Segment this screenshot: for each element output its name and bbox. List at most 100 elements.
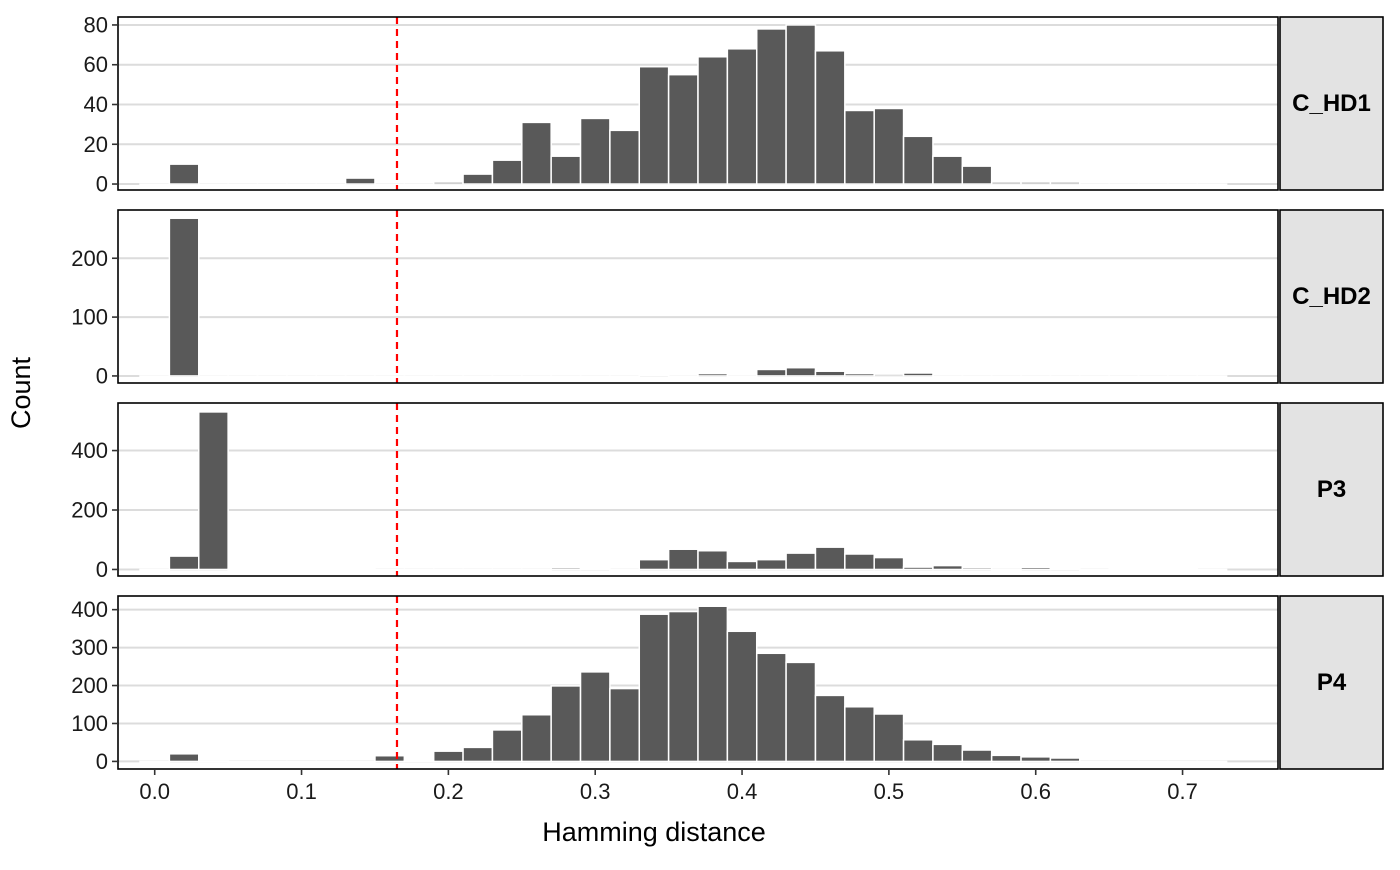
x-tick-label: 0.1	[286, 779, 317, 804]
x-tick-label: 0.6	[1020, 779, 1051, 804]
histogram-bar	[814, 50, 846, 185]
histogram-bar	[491, 375, 523, 378]
histogram-bar	[579, 375, 611, 378]
histogram-bar	[1167, 568, 1198, 571]
histogram-bar	[785, 24, 817, 185]
histogram-bar	[1108, 183, 1140, 186]
histogram-bar	[961, 749, 993, 763]
histogram-bar	[755, 558, 787, 571]
y-tick-label: 200	[71, 246, 108, 271]
facet-strip-label: C_HD1	[1292, 90, 1371, 117]
histogram-bar	[1108, 375, 1140, 378]
histogram-bar	[1137, 760, 1169, 763]
histogram-bar	[609, 568, 641, 571]
histogram-bar	[1196, 183, 1228, 186]
y-tick-label: 0	[96, 749, 108, 774]
histogram-bar	[403, 759, 435, 763]
histogram-bar	[227, 568, 259, 571]
histogram-bar	[667, 610, 699, 763]
histogram-bar	[286, 568, 317, 571]
panel-p4: 0 100 200 300 400 P4	[71, 595, 1384, 774]
histogram-bar	[609, 129, 641, 185]
histogram-bar	[667, 375, 699, 378]
histogram-bar	[168, 555, 200, 571]
histogram-bar	[227, 760, 259, 763]
histogram-bar	[256, 183, 288, 186]
y-axis-title: Count	[6, 356, 36, 429]
histogram-bar	[432, 568, 464, 571]
histogram-bar	[315, 375, 347, 378]
y-tick-label: 200	[71, 673, 108, 698]
histogram-bar	[1020, 375, 1052, 378]
histogram-bar	[1196, 760, 1228, 763]
histogram-bar	[344, 177, 376, 185]
histogram-bar	[932, 375, 964, 378]
histogram-bar	[961, 375, 993, 378]
histogram-bar	[1020, 756, 1052, 763]
histogram-bar	[1079, 183, 1110, 186]
histogram-bar	[902, 135, 934, 185]
panel-border	[117, 595, 1279, 770]
histogram-bar	[550, 375, 582, 378]
histogram-bar	[1049, 375, 1081, 378]
facet-strip-label: P3	[1317, 476, 1346, 503]
histogram-bar	[462, 746, 494, 763]
histogram-bar	[1108, 568, 1140, 571]
facet-strip	[1279, 209, 1384, 384]
histogram-bar	[1137, 568, 1169, 571]
histogram-bar	[961, 566, 993, 571]
histogram-bar	[609, 375, 641, 378]
histogram-bar	[902, 372, 934, 377]
x-tick-label: 0.7	[1167, 779, 1198, 804]
panel-border	[117, 209, 1279, 384]
histogram-bar	[1108, 760, 1140, 763]
histogram-bar	[198, 760, 229, 763]
histogram-bar	[785, 552, 817, 571]
histogram-bar	[638, 374, 670, 377]
histogram-bar	[227, 183, 259, 186]
histogram-bar	[139, 183, 171, 186]
y-tick-label: 100	[71, 711, 108, 736]
histogram-bar	[579, 117, 611, 185]
histogram-bar	[521, 568, 552, 571]
y-tick-label: 200	[71, 498, 108, 523]
panel-border	[117, 402, 1279, 577]
histogram-bar	[462, 375, 494, 378]
facet-strip-label: C_HD2	[1292, 283, 1371, 310]
histogram-bar	[168, 753, 200, 763]
histogram-bar	[1049, 757, 1081, 763]
histogram-bar	[315, 183, 347, 186]
histogram-bar	[814, 694, 846, 763]
histogram-bar	[256, 760, 288, 763]
histogram-bar	[1079, 568, 1110, 571]
histogram-bar	[697, 56, 729, 185]
histogram-bar	[462, 568, 494, 571]
histogram-bar	[844, 109, 875, 185]
x-axis-title: Hamming distance	[542, 817, 766, 847]
histogram-bar	[726, 48, 758, 185]
histogram-bar	[844, 372, 875, 377]
histogram-bar	[814, 370, 846, 377]
histogram-bar	[814, 546, 846, 571]
y-tick-label: 0	[96, 172, 108, 197]
histogram-bar	[1167, 375, 1198, 378]
histogram-bar	[902, 566, 934, 571]
facet-strip-label: P4	[1317, 669, 1347, 696]
histogram-bar	[139, 760, 171, 763]
histogram-bar	[1137, 183, 1169, 186]
histogram-bar	[667, 73, 699, 185]
histogram-bar	[697, 549, 729, 571]
panel-c-hd2: 0 100 200 C_HD2	[71, 209, 1384, 388]
y-tick-label: 100	[71, 305, 108, 330]
histogram-bar	[550, 566, 582, 571]
histogram-bar	[550, 685, 582, 763]
histogram-bar	[638, 613, 670, 763]
histogram-bar	[1196, 375, 1228, 378]
histogram-bar	[755, 368, 787, 377]
histogram-bar	[432, 375, 464, 378]
histogram-bar	[1049, 567, 1081, 571]
histogram-bar	[491, 729, 523, 763]
histogram-bar	[932, 564, 964, 571]
histogram-bar	[521, 121, 552, 185]
